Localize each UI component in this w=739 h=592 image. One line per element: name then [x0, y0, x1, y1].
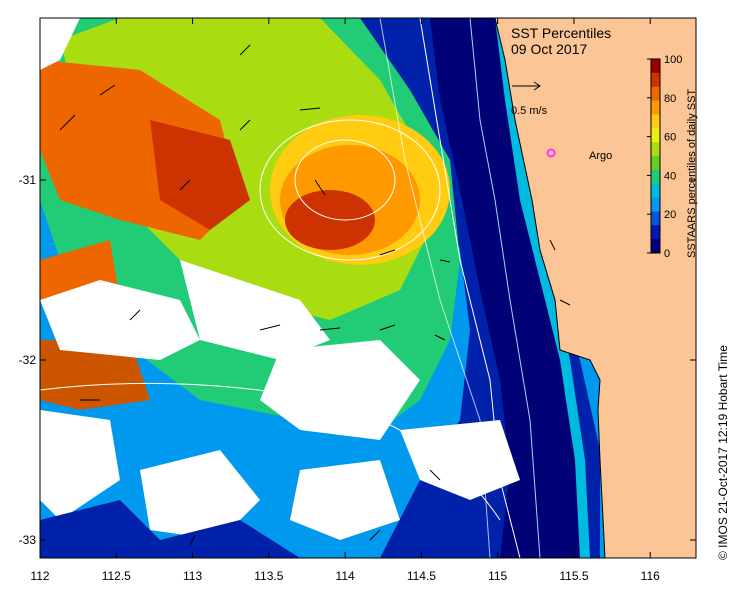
lon-tick-label: 114.5 [407, 569, 436, 583]
colorbar-frame [650, 58, 661, 254]
colorbar-swatch [651, 86, 660, 102]
velocity-arrow [379, 249, 396, 256]
no-data-patch-3 [40, 410, 120, 520]
colorbar: 100 80 60 40 20 0 [647, 54, 682, 260]
colorbar-swatch [651, 156, 660, 171]
warm-region-southwest-2 [40, 340, 150, 410]
eddy-core [285, 190, 375, 250]
velocity-arrow [439, 259, 451, 263]
lon-tick-label: 113 [183, 569, 202, 583]
coldest-band [430, 18, 580, 558]
velocity-arrow [379, 324, 396, 331]
colorbar-tick-label: 80 [664, 93, 676, 105]
credit-text: © IMOS 21-Oct-2017 12:19 Hobart Time [716, 345, 730, 560]
velocity-scale: 0.5 m/s [511, 81, 548, 117]
lon-tick-label: 112.5 [102, 569, 131, 583]
plot-frame [39, 17, 697, 559]
velocity-arrow [179, 179, 191, 191]
velocity-arrow [239, 44, 251, 56]
lon-tick-label: 113.5 [254, 569, 283, 583]
colorbar-swatch [651, 183, 660, 199]
map-title: SST Percentiles [511, 25, 611, 41]
colorbar-swatch [651, 225, 660, 240]
colorbar-swatch [651, 197, 660, 212]
no-data-patch-7 [290, 460, 400, 540]
no-data-patch-6 [400, 420, 520, 500]
velocity-arrow [59, 114, 76, 131]
ssh-contour-2 [259, 119, 441, 261]
colorbar-swatch [651, 142, 660, 157]
velocity-arrow [434, 334, 446, 341]
argo-float: Argo [546, 148, 612, 162]
southern-cold-region [40, 500, 300, 558]
coastline [494, 18, 606, 558]
velocity-arrow [559, 299, 571, 306]
map-date: 09 Oct 2017 [511, 41, 587, 57]
map-plot-area [40, 18, 696, 558]
velocity-arrow [314, 179, 326, 196]
velocity-arrows [59, 44, 571, 546]
lon-tick-label: 116 [641, 569, 660, 583]
colorbar-tick-label: 0 [664, 248, 670, 260]
lat-tick-label: -32 [19, 353, 37, 367]
velocity-arrow [99, 84, 116, 96]
latitude-axis: -31 -32 -33 [19, 173, 696, 547]
lat-tick-label: -31 [19, 173, 37, 187]
velocity-arrow [299, 107, 321, 111]
colorbar-swatch [651, 59, 660, 74]
colorbar-swatch [651, 169, 660, 185]
colorbar-swatch [651, 211, 660, 226]
lon-tick-label: 112 [30, 569, 49, 583]
no-data-patch-5 [260, 340, 420, 440]
no-data-patch-2 [180, 260, 330, 360]
lat-tick-label: -33 [19, 533, 37, 547]
colorbar-tick-label: 60 [664, 132, 676, 144]
lon-tick-label: 114 [336, 569, 355, 583]
colorbar-swatch [651, 100, 660, 115]
no-data-patch-8 [40, 18, 80, 70]
velocity-arrow [319, 327, 341, 331]
colorbar-tick-label: 40 [664, 170, 676, 182]
isobath-1 [469, 18, 541, 558]
land-western-australia [495, 18, 696, 558]
no-data-patch-4 [140, 450, 260, 540]
isobath-3 [379, 18, 491, 558]
colorbar-tick-label: 100 [664, 54, 682, 66]
scale-arrow-head [533, 81, 541, 91]
colorbar-swatch [651, 239, 660, 254]
isobath-2 [419, 18, 521, 558]
velocity-arrow [369, 529, 381, 541]
lon-tick-label: 115.5 [559, 569, 588, 583]
ssh-contour-3 [40, 382, 501, 521]
scale-label: 0.5 m/s [511, 105, 548, 117]
colorbar-swatch [651, 128, 660, 143]
argo-marker [546, 148, 556, 158]
no-data-patch-1 [40, 280, 200, 360]
longitude-axis: 112 112.5 113 113.5 114 114.5 115 115.5 116 [30, 18, 660, 583]
colorbar-swatch [651, 114, 660, 129]
warm-core-west [150, 120, 250, 230]
velocity-arrow [189, 534, 196, 546]
shelf-band [495, 18, 590, 558]
colorbar-swatch [651, 72, 660, 88]
velocity-arrow [129, 309, 141, 321]
colorbar-label: SSTAARS percentiles of daily SST [686, 89, 698, 258]
velocity-arrow [429, 469, 441, 481]
argo-label: Argo [589, 150, 612, 162]
velocity-arrow [549, 239, 556, 251]
ssh-contour-1 [294, 139, 396, 221]
velocity-arrow [259, 324, 281, 331]
velocity-arrow [239, 119, 251, 131]
lon-tick-label: 115 [488, 569, 507, 583]
colorbar-tick-label: 20 [664, 209, 676, 221]
